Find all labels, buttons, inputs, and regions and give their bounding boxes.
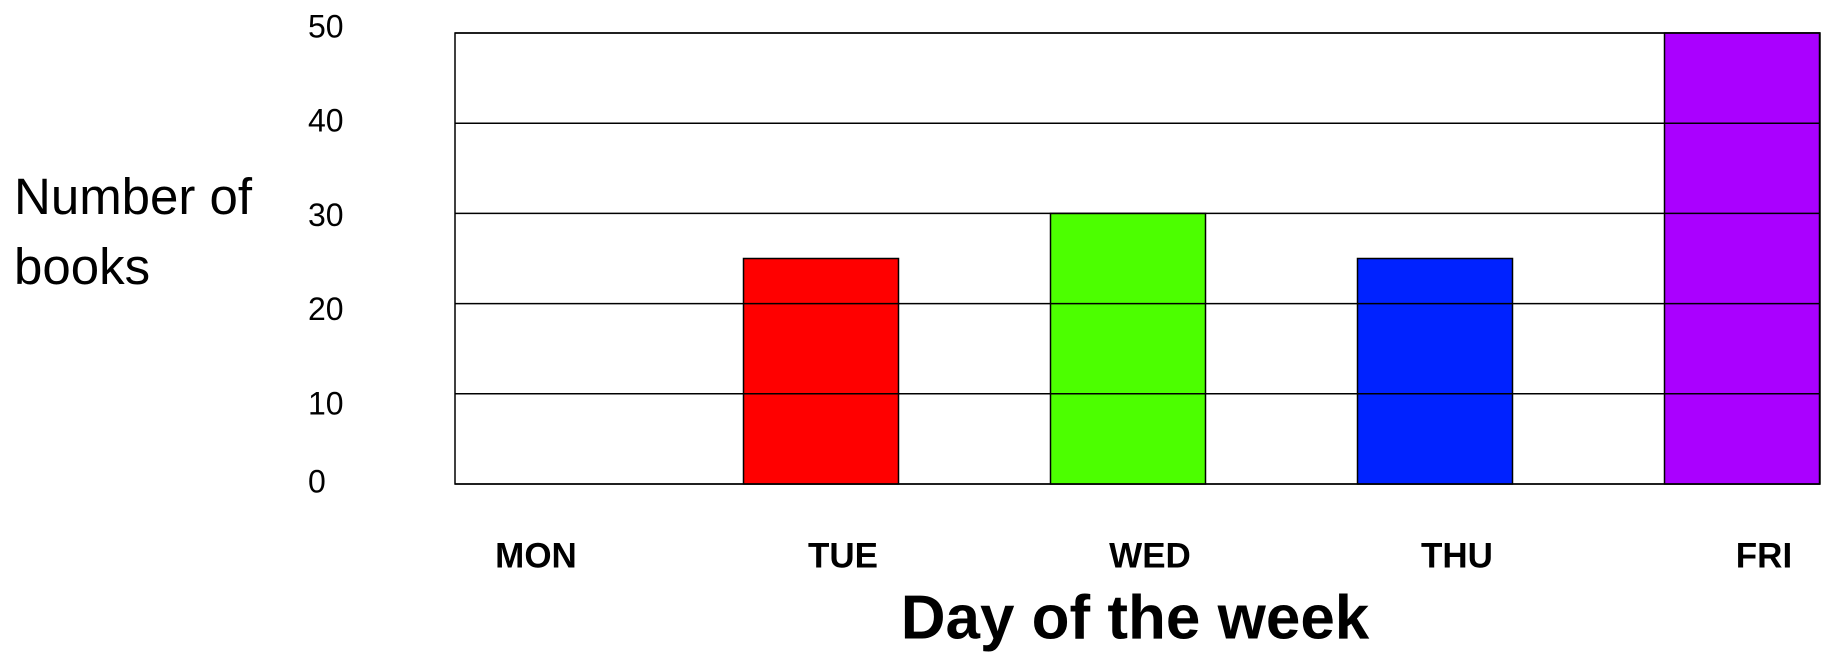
y-tick-label: 0 [308,463,326,499]
y-tick-label: 50 [308,8,344,44]
bar [1049,212,1207,485]
y-tick-label: 10 [308,385,344,421]
bar [1663,32,1821,485]
x-tick-label: TUE [808,536,878,575]
y-tick-label: 30 [308,197,344,233]
bar [1356,257,1514,485]
x-tick-label: FRI [1736,536,1792,575]
bar [742,257,900,485]
y-tick-label: 20 [308,291,344,327]
x-axis-label: Day of the week [901,583,1370,652]
x-tick-label: THU [1421,536,1493,575]
x-tick-label: WED [1109,536,1191,575]
y-axis-label: Number of books [14,168,253,295]
x-tick-label: MON [495,536,577,575]
y-tick-label: 40 [308,103,344,139]
